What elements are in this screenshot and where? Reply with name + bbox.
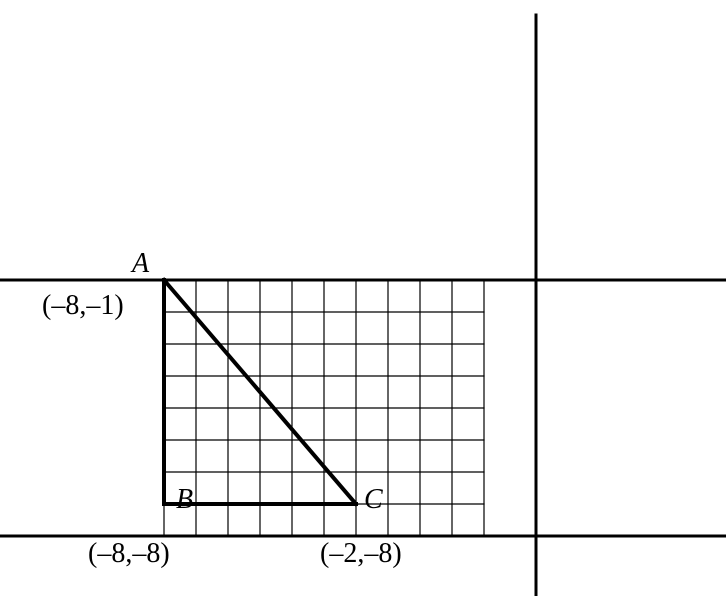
label-point-c: C (364, 484, 383, 516)
coord-point-c: (–2,–8) (320, 538, 402, 570)
label-point-b: B (176, 484, 193, 516)
coordinate-plane-container: A B C (–8,–1) (–8,–8) (–2,–8) (0, 0, 726, 596)
label-point-a: A (132, 248, 149, 280)
coord-point-a: (–8,–1) (42, 290, 124, 322)
coord-point-b: (–8,–8) (88, 538, 170, 570)
